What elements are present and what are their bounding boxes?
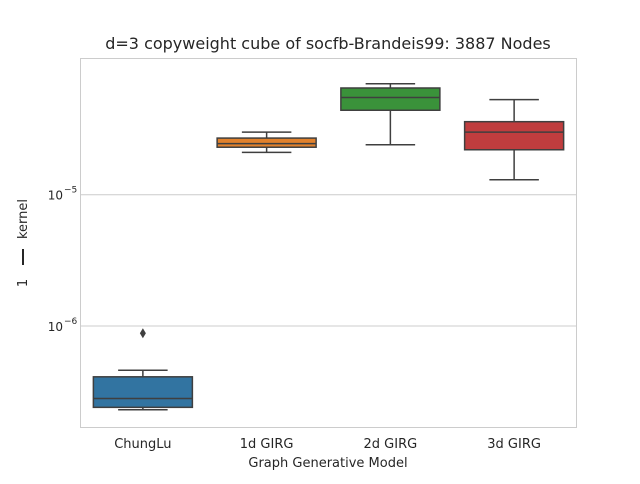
y-axis-label-numerator: 1: [16, 279, 31, 287]
y-tick-exponent: −5: [64, 186, 77, 196]
x-tick-label: ChungLu: [114, 437, 171, 452]
iqr-box: [463, 120, 565, 151]
x-tick-labels: ChungLu 1d GIRG 2d GIRG 3d GIRG: [114, 437, 541, 452]
x-tick-label: 3d GIRG: [487, 437, 541, 452]
chart-title: d=3 copyweight cube of socfb-Brandeis99:…: [105, 34, 551, 53]
y-tick-labels: 10−610−5: [48, 186, 78, 334]
plot-area-frame: [80, 58, 577, 428]
box-2d-girg: [340, 83, 441, 146]
y-tick-exponent: −6: [64, 317, 78, 327]
y-tick-label: 10: [48, 320, 63, 334]
x-tick-label: 2d GIRG: [364, 437, 418, 452]
x-axis-label: Graph Generative Model: [248, 456, 407, 471]
box-group: [92, 83, 565, 411]
box-chunglu: [92, 328, 194, 411]
y-axis-label-denominator: kernel: [16, 199, 31, 239]
x-tick-label: 1d GIRG: [240, 437, 294, 452]
box-3d-girg: [463, 98, 565, 181]
outlier-point: [139, 328, 146, 339]
grid-lines: [81, 194, 576, 327]
iqr-box: [92, 376, 194, 409]
y-axis-label: 1 kernel: [16, 199, 31, 287]
iqr-box: [216, 137, 317, 148]
iqr-box: [340, 87, 441, 111]
box-1d-girg: [216, 131, 317, 154]
y-tick-label: 10: [48, 189, 63, 203]
